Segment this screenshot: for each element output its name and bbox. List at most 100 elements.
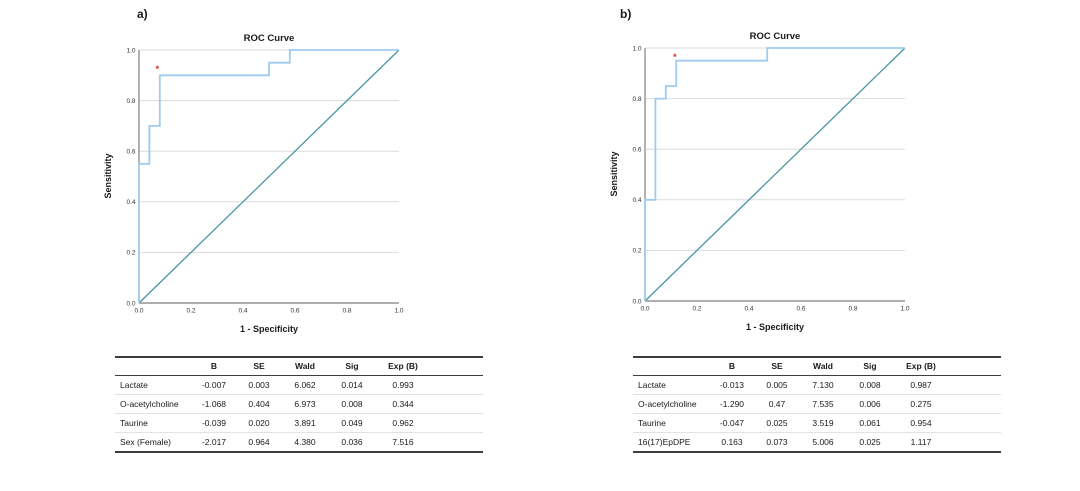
value-cell: 0.008 [329,394,375,414]
value-cell: 0.954 [893,413,949,433]
value-cell: 3.519 [799,413,847,433]
column-header: Exp (B) [893,357,949,376]
y-tick-label: 0.4 [632,197,641,204]
filler-cell [431,413,483,433]
x-tick-label: 0.2 [692,306,701,313]
value-cell: 7.535 [799,394,847,414]
regression-table-b: B SE Wald Sig Exp (B) Lactate -0.013 0.005 7.13… [633,356,1001,453]
value-cell: 0.962 [375,413,431,433]
y-tick-label: 0.4 [126,199,135,206]
y-tick-label: 0.0 [126,300,135,307]
value-cell: 0.344 [375,394,431,414]
table-row: Taurine -0.039 0.020 3.891 0.049 0.962 [115,413,483,433]
value-cell: 0.006 [847,394,893,414]
y-tick-label: 0.0 [632,298,641,305]
row-label: O-acetylcholine [115,394,191,414]
x-tick-label: 0.8 [342,308,351,315]
column-header-variable [115,357,191,376]
y-tick-label: 0.2 [632,248,641,255]
roc-curve [138,49,399,303]
value-cell: -1.290 [709,394,755,414]
roc-curve [644,47,905,301]
value-cell: 6.062 [294,380,316,390]
value-cell: 0.275 [893,394,949,414]
y-axis-label: Sensitivity [103,153,113,198]
value-cell: 3.891 [281,413,329,433]
row-label: O-acetylcholine [633,394,709,414]
x-axis-label: 1 - Specificity [746,322,804,332]
plot-area: 0.0 0.2 0.4 0.6 0.8 1.0 0.0 0.2 0.4 0.6 0.8 1.0 * [126,47,403,314]
regression-table-a: B SE Wald Sig Exp (B) Lactate -0.007 0.003 6.06… [115,356,483,453]
table-row: Taurine -0.047 0.025 3.519 0.061 0.954 [633,413,1001,433]
value-cell: 4.380 [281,432,329,452]
x-tick-label: 0.6 [290,308,299,315]
reference-line [644,47,906,302]
row-label: Lactate [638,380,666,390]
y-tick-label: 0.8 [632,96,641,103]
filler-cell [949,376,1001,395]
value-cell: 0.003 [248,380,270,390]
cutoff-marker: * [155,64,159,74]
table-header-row: B SE Wald Sig Exp (B) [633,357,1001,376]
value-cell: 7.516 [375,432,431,452]
value-cell: 0.049 [329,413,375,433]
y-axis-label: Sensitivity [609,151,619,196]
column-header-filler [949,357,1001,376]
value-cell: 0.993 [392,380,414,390]
chart-title: ROC Curve [750,31,801,42]
column-header: SE [237,357,281,376]
filler-cell [949,413,1001,433]
y-tick-label: 0.8 [126,98,135,105]
roc-panel-b: ROC Curve Sensitivity 1 - Specificity 0.… [606,22,926,343]
y-tick-label: 0.6 [126,149,135,156]
x-tick-label: 0.2 [186,308,195,315]
table-row: Sex (Female) -2.017 0.964 4.380 0.036 7.516 [115,432,483,452]
x-tick-label: 1.0 [394,308,403,315]
filler-cell [949,432,1001,452]
value-cell: 0.061 [847,413,893,433]
x-tick-label: 0.4 [744,306,753,313]
value-cell: 0.025 [755,413,799,433]
x-tick-label: 0.0 [134,308,143,315]
row-label: 16(17)EpDPE [633,432,709,452]
value-cell: -1.068 [191,394,237,414]
row-label: Taurine [633,413,709,433]
value-cell: 0.073 [755,432,799,452]
value-cell: 0.008 [859,380,881,390]
roc-chart-a: ROC Curve Sensitivity 1 - Specificity 0.… [103,33,404,334]
value-cell: 0.020 [237,413,281,433]
row-label: Sex (Female) [115,432,191,452]
value-cell: 6.973 [281,394,329,414]
y-tick-label: 1.0 [632,45,641,52]
table-row: 16(17)EpDPE 0.163 0.073 5.006 0.025 1.117 [633,432,1001,452]
panel-label-b: b) [620,7,632,21]
value-cell: 0.987 [910,380,932,390]
x-tick-label: 0.8 [848,306,857,313]
column-header: Sig [329,357,375,376]
x-tick-label: 1.0 [900,306,909,313]
row-label: Taurine [115,413,191,433]
row-label: Lactate [120,380,148,390]
column-header: Wald [281,357,329,376]
value-cell: -0.039 [191,413,237,433]
table-row: Lactate -0.007 0.003 6.062 0.014 0.993 [115,376,483,395]
value-cell: -0.007 [201,380,227,390]
table-row: O-acetylcholine -1.068 0.404 6.973 0.008 0.34… [115,394,483,414]
x-tick-label: 0.0 [640,306,649,313]
roc-panel-a: ROC Curve Sensitivity 1 - Specificity 0.… [100,24,420,345]
column-header: Sig [847,357,893,376]
roc-chart-b: ROC Curve Sensitivity 1 - Specificity 0.… [609,31,910,332]
value-cell: 0.47 [755,394,799,414]
value-cell: 0.404 [237,394,281,414]
value-cell: 0.036 [329,432,375,452]
value-cell: 0.964 [237,432,281,452]
column-header: Wald [799,357,847,376]
chart-title: ROC Curve [244,33,295,44]
panel-label-a: a) [137,7,148,21]
value-cell: 0.025 [847,432,893,452]
column-header-filler [431,357,483,376]
value-cell: -0.047 [709,413,755,433]
table-row: O-acetylcholine -1.290 0.47 7.535 0.006 0.275 [633,394,1001,414]
value-cell: 0.005 [766,380,788,390]
cutoff-marker: * [673,52,677,62]
